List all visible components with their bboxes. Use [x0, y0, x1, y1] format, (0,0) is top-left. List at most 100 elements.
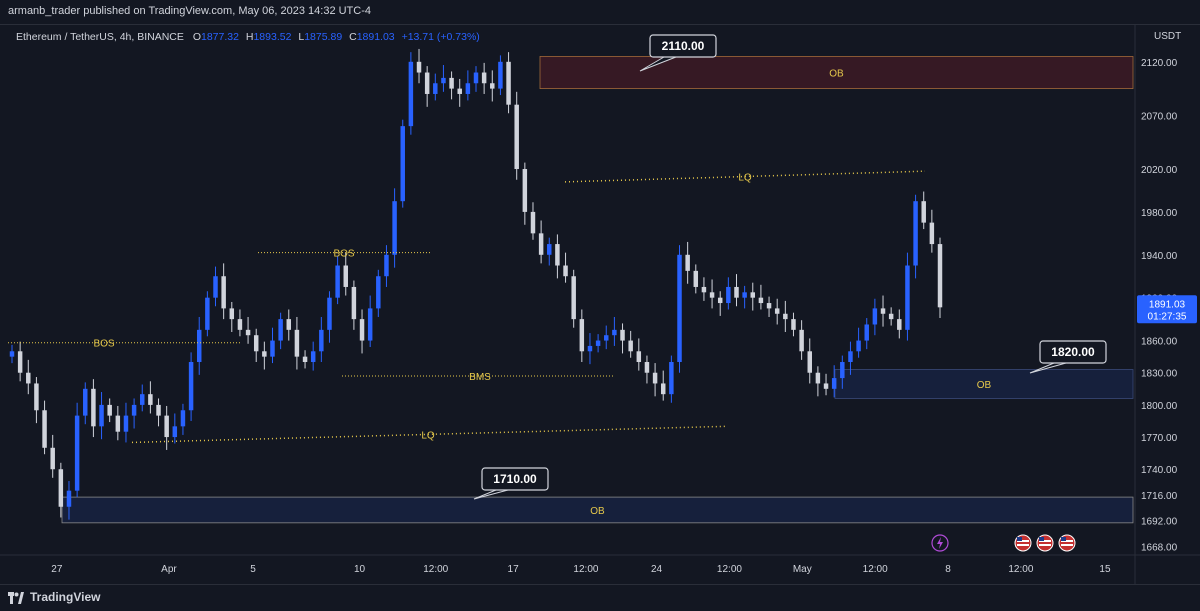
currency-label: USDT — [1154, 31, 1181, 42]
x-tick-label: 24 — [651, 564, 663, 575]
candle-body — [50, 447, 55, 470]
candle-body — [400, 126, 405, 202]
candle-body — [799, 329, 804, 352]
candle-body — [872, 308, 878, 325]
bos-label: BOS — [93, 339, 114, 350]
candle-body — [864, 324, 869, 341]
candle-body — [319, 329, 324, 352]
price-callout-label: 1820.00 — [1051, 345, 1095, 359]
tradingview-brand: TradingView — [30, 590, 101, 604]
x-tick-label: 17 — [508, 564, 520, 575]
candle-body — [815, 372, 821, 384]
candle-body — [571, 276, 576, 320]
candle-body — [172, 426, 178, 438]
bos-label: BOS — [333, 249, 354, 260]
candle-body — [766, 303, 772, 309]
order-block-label: OB — [829, 69, 844, 80]
candle-body — [498, 61, 503, 89]
candle-body — [424, 72, 430, 94]
lq-line — [564, 170, 926, 183]
candle-body — [620, 329, 625, 341]
flag-stripe — [1017, 544, 1029, 546]
candle-body — [34, 383, 39, 411]
candle-body — [42, 410, 47, 448]
candle-body — [604, 335, 609, 341]
y-tick-label: 1830.00 — [1141, 369, 1178, 380]
y-tick-label: 1980.00 — [1141, 208, 1178, 219]
x-tick-label: 12:00 — [573, 564, 598, 575]
candle-body — [9, 351, 15, 357]
candle-body — [579, 319, 585, 352]
countdown-label: 01:27:35 — [1148, 311, 1187, 322]
x-tick-label: 8 — [945, 564, 951, 575]
low-value: 1875.89 — [304, 31, 343, 43]
close-label: C — [349, 31, 357, 43]
x-tick-label: 10 — [354, 564, 366, 575]
callout-box — [481, 467, 549, 491]
candle-body — [481, 72, 487, 84]
flag-canton — [1017, 537, 1022, 541]
candle-body — [888, 313, 894, 320]
x-tick-label: 15 — [1099, 564, 1111, 575]
candle-body — [913, 201, 918, 266]
candle-body — [791, 319, 796, 330]
lightning-glyph — [937, 537, 943, 549]
order-block — [539, 56, 1134, 90]
candle-body — [180, 410, 186, 427]
candle-body — [245, 329, 251, 336]
candle-body — [343, 265, 348, 287]
candle-body — [131, 404, 137, 416]
candle-body — [644, 362, 650, 373]
y-tick-label: 1940.00 — [1141, 251, 1178, 262]
chart-svg[interactable]: USDT 2120.00 2070.00 2020.00 1980.00 1940.00 1… — [0, 25, 1200, 585]
candle-body — [237, 319, 243, 330]
high-label: H — [245, 31, 254, 43]
candle-body — [677, 254, 682, 363]
x-tick-label: 5 — [250, 564, 256, 575]
candle-body — [270, 340, 275, 357]
y-tick-label: 1692.00 — [1141, 517, 1178, 528]
y-tick-label: 1860.00 — [1141, 337, 1178, 348]
candle-body — [416, 61, 422, 73]
candle-body — [107, 404, 112, 416]
high-value: 1893.52 — [253, 31, 292, 43]
candle-body — [555, 244, 560, 266]
order-block-label: OB — [977, 380, 992, 391]
last-price-label: 1891.03 — [1149, 299, 1186, 310]
candle-body — [457, 88, 462, 94]
x-tick-label: 12:00 — [717, 564, 742, 575]
y-tick-label: 1770.00 — [1141, 433, 1178, 444]
y-tick-label: 2070.00 — [1141, 111, 1178, 122]
candle-body — [229, 308, 235, 320]
chart-panel[interactable]: USDT 2120.00 2070.00 2020.00 1980.00 1940.00 1… — [0, 24, 1200, 585]
candle-body — [213, 276, 218, 298]
candle-body — [74, 415, 80, 491]
candle-body — [856, 340, 861, 352]
candle-body — [921, 201, 926, 223]
order-block — [61, 496, 1134, 524]
candle-body — [660, 383, 666, 395]
lq-label: LQ — [738, 173, 752, 184]
flag-canton — [1061, 537, 1066, 541]
flag-stripe — [1061, 544, 1073, 546]
candle-body — [188, 362, 194, 411]
candle-body — [823, 383, 829, 389]
candle-body — [351, 286, 357, 320]
flag-stripe — [1039, 544, 1051, 546]
candle-body — [758, 297, 764, 304]
candle-body — [530, 211, 536, 234]
candle-body — [83, 388, 88, 416]
candle-body — [253, 335, 259, 352]
x-tick-label: 12:00 — [863, 564, 888, 575]
candle-body — [278, 319, 283, 341]
candle-body — [376, 276, 381, 309]
candle-body — [652, 372, 658, 384]
candle-body — [58, 469, 64, 507]
y-tick-label: 1740.00 — [1141, 465, 1178, 476]
candle-body — [701, 286, 707, 293]
candle-body — [123, 415, 129, 432]
last-price-tag — [1137, 295, 1197, 324]
candle-body — [91, 388, 96, 427]
candle-body — [164, 415, 169, 438]
flag-canton — [1039, 537, 1044, 541]
